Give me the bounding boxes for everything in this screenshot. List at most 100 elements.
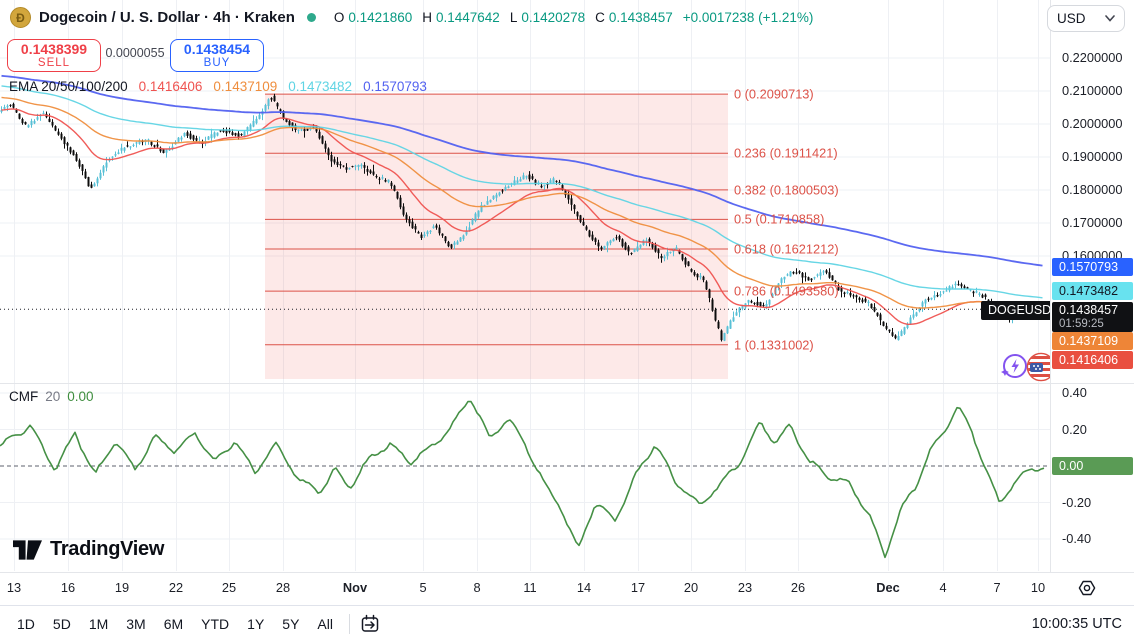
ema-value-200: 0.1570793 [363,79,427,94]
tradingview-mark-icon [13,539,42,560]
sell-label: SELL [37,56,71,69]
instant-trading-icon[interactable] [999,352,1029,382]
spread-value: 0.0000055 [105,46,165,60]
ohlc-key: H [422,10,432,25]
time-axis-label: 20 [683,580,699,595]
fib-level-label: 0.236 (0.1911421) [734,145,838,161]
time-axis-label: 19 [114,580,130,595]
ema-value-20: 0.1416406 [138,79,203,94]
time-axis-label: 11 [523,580,537,595]
time-axis-label: 16 [60,580,76,595]
ohlc-value: 0.1421860 [348,10,413,25]
ema-indicator-legend[interactable]: EMA 20/50/100/200 0.1416406 0.1437109 0.14… [9,79,427,94]
ema-value-100: 0.1473482 [288,79,353,94]
price-axis-label: 0.1700000 [1062,215,1123,230]
range-ytd[interactable]: YTD [192,612,238,636]
price-change: +0.0017238 (+1.21%) [682,10,814,25]
badge-cmf-value: 0.00 [1052,457,1133,475]
time-axis-label: 5 [419,580,427,595]
cmf-current-value: 0.00 [67,389,94,404]
time-axis-label: 7 [993,580,1001,595]
fib-level-label: 0.786 (0.1493580) [734,283,839,299]
badge-ema50: 0.1437109 [1052,332,1133,350]
currency-label: USD [1057,11,1086,26]
price-axis-label: 0.2000000 [1062,116,1123,131]
price-axis-label: 0.2200000 [1062,50,1123,65]
chart-header: Ð Dogecoin / U. S. Dollar · 4h · Kraken … [0,0,1134,34]
bar-countdown: 01:59:25 [1059,317,1104,330]
fib-level-label: 0.618 (0.1621212) [734,241,839,257]
tradingview-logo[interactable]: TradingView [13,538,164,561]
ema-value-50: 0.1437109 [213,79,278,94]
buy-button[interactable]: 0.1438454 BUY [170,39,264,72]
cmf-indicator-legend[interactable]: CMF 20 0.00 [9,389,94,404]
cmf-axis-label: 0.20 [1062,421,1087,437]
time-axis-label: 22 [168,580,184,595]
last-price-symbol-tag: DOGEUSD [981,301,1059,320]
range-3m[interactable]: 3M [117,612,154,636]
tradingview-logotype: TradingView [50,538,165,560]
last-price-value: 0.1438457 [1059,303,1119,318]
time-axis-label: 10 [1030,580,1046,595]
time-axis-label: Nov [342,580,368,595]
dogecoin-icon: Ð [10,7,31,28]
time-axis-label: Dec [876,580,900,595]
clock-utc[interactable]: 10:00:35 UTC [1031,615,1122,632]
time-axis-label: 4 [939,580,947,595]
ohlc-key: L [509,10,518,25]
time-axis-label: 8 [473,580,481,595]
sell-button[interactable]: 0.1438399 SELL [7,39,101,72]
ohlc-values: O 0.1421860 H 0.1447642 L 0.1420278 C 0.1438457… [328,10,813,25]
time-axis-label: 17 [630,580,646,595]
currency-dropdown[interactable]: USD [1047,5,1125,32]
ema-legend-values: 0.1416406 0.1437109 0.1473482 0.1570793 [139,79,427,94]
ema-legend-title: EMA 20/50/100/200 [9,79,128,94]
ohlc-value: 0.1438457 [608,10,673,25]
cmf-label: CMF [9,389,39,404]
symbol-title[interactable]: Dogecoin / U. S. Dollar · 4h · Kraken [39,9,295,26]
toolbar-divider [348,613,350,634]
range-1y[interactable]: 1Y [238,612,273,636]
price-axis-label: 0.2100000 [1062,83,1123,98]
price-axis[interactable]: 0.2200000 0.2100000 0.2000000 0.1900000 0.18… [1050,0,1134,572]
axis-settings-icon[interactable] [1076,577,1098,599]
go-to-date-button[interactable] [359,613,381,635]
badge-last-price: 0.1438457 01:59:25 [1052,302,1133,332]
time-axis-label: 25 [221,580,237,595]
price-axis-label: 0.1800000 [1062,182,1123,197]
buy-label: BUY [203,56,231,69]
sell-price: 0.1438399 [20,41,88,58]
market-status-dot [306,13,316,22]
price-chart-canvas[interactable] [0,0,1050,572]
pane-separator[interactable] [0,383,1134,384]
range-1d[interactable]: 1D [8,612,44,636]
chevron-down-icon [1105,15,1115,22]
cmf-axis-label: 0.40 [1062,385,1087,400]
ohlc-value: 0.1447642 [435,10,500,25]
bottom-toolbar: 1D 5D 1M 3M 6M YTD 1Y 5Y All 10:00:35 UTC [0,605,1134,641]
ohlc-value: 0.1420278 [521,10,586,25]
cmf-axis-label: -0.40 [1062,531,1092,546]
ohlc-key: O [333,10,345,25]
time-axis[interactable]: 13 16 19 22 25 28 Nov 5 8 11 14 17 20 23 26 Dec 4 7 10 [0,572,1134,605]
range-5d[interactable]: 5D [44,612,80,636]
fib-level-label: 0 (0.2090713) [734,86,814,102]
ohlc-key: C [595,10,605,25]
cmf-length: 20 [45,389,61,404]
date-range-buttons: 1D 5D 1M 3M 6M YTD 1Y 5Y All [8,612,342,636]
time-axis-label: 28 [275,580,291,595]
range-1m[interactable]: 1M [80,612,117,636]
us-flag-icon[interactable] [1026,352,1056,382]
fib-level-label: 0.5 (0.1710858) [734,211,825,227]
range-all[interactable]: All [308,612,342,636]
buy-price: 0.1438454 [183,41,251,58]
symbol-row[interactable]: Ð Dogecoin / U. S. Dollar · 4h · Kraken … [10,7,813,28]
time-axis-label: 26 [790,580,806,595]
range-5y[interactable]: 5Y [273,612,308,636]
fib-level-label: 1 (0.1331002) [734,337,814,353]
time-axis-label: 13 [6,580,22,595]
time-axis-label: 14 [576,580,592,595]
time-axis-label: 23 [737,580,753,595]
range-6m[interactable]: 6M [155,612,192,636]
